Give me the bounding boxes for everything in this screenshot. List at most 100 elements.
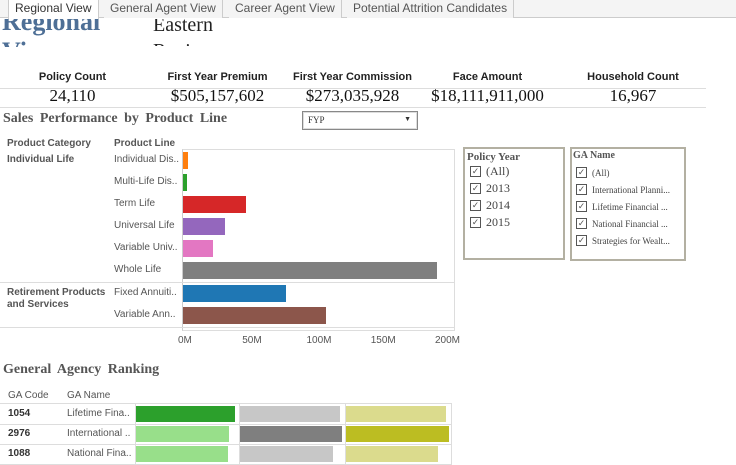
ranking-bar[interactable] [346,406,446,422]
ranking-bar[interactable] [136,406,235,422]
filter-item-label: Lifetime Financial ... [592,201,668,212]
checkbox-checked-icon[interactable]: ✓ [470,200,481,211]
checkbox-checked-icon[interactable]: ✓ [470,166,481,177]
checkbox-checked-icon[interactable]: ✓ [470,217,481,228]
ga-code: 2976 [8,428,31,439]
ranking-title: General Agency Ranking [3,362,160,377]
tab-general-agent-view[interactable]: General Agent View [104,0,223,18]
row-divider [0,444,452,445]
tab-regional-view[interactable]: Regional View [8,0,99,19]
checkbox-checked-icon[interactable]: ✓ [576,235,587,246]
ranking-col-name: GA Name [67,390,111,401]
filter-item-label: Strategies for Wealt... [592,235,670,246]
filter-item-label: 2015 [486,215,510,229]
col-header-category: Product Category [7,138,91,149]
tab-bar: Regional View General Agent View Career … [0,0,736,19]
group-divider [0,327,455,328]
product-category-label: Individual Life [7,154,75,165]
kpi-label: Household Count [587,71,679,83]
kpi-value: $18,111,911,000 [431,86,544,105]
x-tick-label: 100M [306,335,332,346]
product-line-label: Multi-Life Dis.. [114,176,178,187]
ranking-bar[interactable] [240,426,342,442]
filter-checkbox-item[interactable]: ✓ 2015 [470,214,563,231]
kpi-label: First Year Premium [167,71,268,83]
col-header-product-line: Product Line [114,138,176,149]
ga-name-filter-title: GA Name [573,150,615,161]
tab-career-agent-view[interactable]: Career Agent View [229,0,342,18]
policy-year-filter: Policy Year ✓ (All) ✓ 2013 ✓ 2014 ✓ 2015 [463,147,565,260]
ga-name-filter: GA Name ✓ (All) ✓ International Planni... ✓ L… [570,147,686,261]
kpi-label: Face Amount [452,71,523,83]
ranking-bar[interactable] [240,446,333,462]
filter-item-label: 2014 [486,198,510,212]
ga-name[interactable]: International .. [67,428,131,439]
filter-item-label: National Financial ... [592,218,668,229]
ga-code: 1054 [8,408,31,419]
x-tick-label: 150M [370,335,396,346]
filter-checkbox-item[interactable]: ✓ Lifetime Financial ... [576,198,684,215]
ranking-bar[interactable] [346,426,449,442]
policy-year-filter-title: Policy Year [467,151,521,163]
measure-dropdown[interactable]: FYP ▼ [302,111,418,130]
checkbox-checked-icon[interactable]: ✓ [470,183,481,194]
kpi-label: Policy Count [38,71,107,83]
ga-name[interactable]: Lifetime Fina.. [67,408,130,419]
ranking-table: 1054 Lifetime Fina.. 2976 International .. 1… [0,403,452,465]
region-title-clip: Eastern Region [153,19,243,46]
filter-checkbox-item[interactable]: ✓ Strategies for Wealt... [576,232,684,249]
checkbox-checked-icon[interactable]: ✓ [576,201,587,212]
kpi-value: 16,967 [609,86,657,105]
bar-fixed-annuiti[interactable] [183,285,286,302]
filter-checkbox-item[interactable]: ✓ 2014 [470,197,563,214]
kpi-label: First Year Commission [292,71,412,83]
tab-potential-attrition[interactable]: Potential Attrition Candidates [347,0,515,18]
filter-checkbox-item[interactable]: ✓ National Financial ... [576,215,684,232]
chevron-down-icon: ▼ [404,115,411,123]
filter-checkbox-item[interactable]: ✓ (All) [470,163,563,180]
kpi-divider [0,88,706,89]
column-divider [451,404,452,464]
column-divider [345,404,346,464]
ranking-bar[interactable] [136,426,229,442]
bar-whole-life[interactable] [183,262,438,279]
product-line-label: Variable Ann.. [114,309,176,320]
ranking-col-code: GA Code [8,390,49,401]
filter-checkbox-item[interactable]: ✓ (All) [576,164,684,181]
product-category-label: Retirement Products and Services [7,287,106,310]
x-tick-label: 0M [178,335,192,346]
sales-bar-chart: Individual Life Individual Dis.. Multi-Lif… [0,149,460,349]
group-divider [0,282,455,283]
product-line-label: Variable Univ.. [114,242,178,253]
bar-universal-life[interactable] [183,218,226,235]
filter-checkbox-item[interactable]: ✓ International Planni... [576,181,684,198]
kpi-value: $505,157,602 [170,86,265,105]
kpi-divider-bottom [0,107,706,108]
sales-title: Sales Performance by Product Line [3,111,228,126]
bar-variable-ann[interactable] [183,307,326,324]
plot-area [182,149,455,331]
x-tick-label: 50M [242,335,262,346]
kpi-value: 24,110 [49,86,96,105]
product-line-label: Universal Life [114,220,175,231]
product-line-label: Fixed Annuiti.. [114,287,177,298]
checkbox-checked-icon[interactable]: ✓ [576,218,587,229]
filter-checkbox-item[interactable]: ✓ 2013 [470,180,563,197]
column-divider [239,404,240,464]
bar-term-life[interactable] [183,196,246,213]
product-line-label: Individual Dis.. [114,154,180,165]
bar-variable-univ[interactable] [183,240,213,257]
bar-multi-life-dis[interactable] [183,174,187,191]
row-divider [0,424,452,425]
checkbox-checked-icon[interactable]: ✓ [576,184,587,195]
bar-individual-dis[interactable] [183,152,189,169]
measure-dropdown-value: FYP [308,115,325,125]
ranking-bar[interactable] [136,446,228,462]
product-line-label: Term Life [114,198,156,209]
checkbox-checked-icon[interactable]: ✓ [576,167,587,178]
filter-item-label: 2013 [486,181,510,195]
page-title: Regional View [2,19,101,47]
ranking-bar[interactable] [346,446,438,462]
filter-item-label: (All) [592,167,610,178]
ranking-bar[interactable] [240,406,340,422]
